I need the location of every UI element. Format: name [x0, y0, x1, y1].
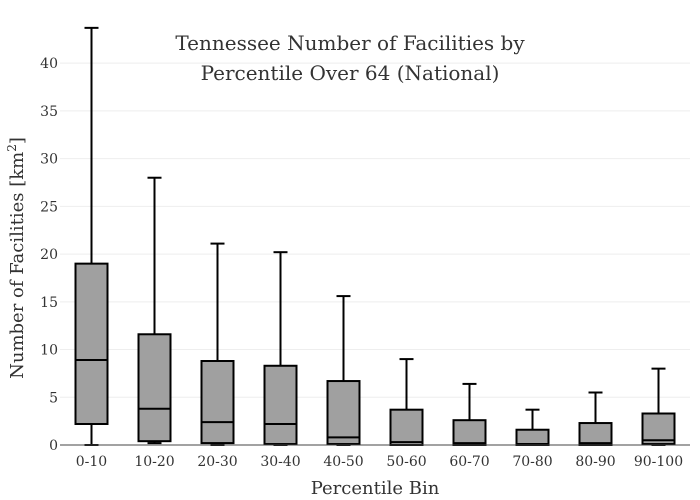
iqr-box: [452, 419, 487, 447]
box-70-80: [515, 408, 550, 446]
y-axis-title: Number of Facilities [km2]: [5, 137, 28, 379]
y-tick-label: 0: [49, 438, 58, 454]
iqr-box: [263, 364, 298, 446]
y-axis-title-main: Number of Facilities [km: [7, 152, 28, 379]
y-tick-label: 5: [49, 390, 58, 406]
x-tick-label: 30-40: [260, 454, 300, 470]
box-80-90: [578, 391, 613, 446]
box-10-20: [137, 176, 172, 445]
y-axis-title-superscript: 2: [5, 144, 19, 152]
iqr-box: [515, 428, 550, 446]
y-tick-label: 10: [40, 343, 58, 359]
boxes-group: [74, 26, 676, 447]
box-40-50: [326, 295, 361, 446]
box-60-70: [452, 382, 487, 447]
x-axis-ticks: 0-10 10-20 20-30 30-40 40-50 50-60 60-70 70-80 8…: [76, 454, 683, 470]
box-50-60: [389, 358, 424, 447]
y-axis-ticks: 0 5 10 15 20 25 30 35 40: [40, 56, 58, 454]
box-90-100: [641, 367, 676, 446]
iqr-box: [74, 262, 109, 425]
x-axis-title: Percentile Bin: [311, 478, 440, 499]
iqr-box: [578, 422, 613, 446]
y-tick-label: 40: [40, 56, 58, 72]
x-tick-label: 50-60: [386, 454, 426, 470]
chart-title-line-1: Tennessee Number of Facilities by: [175, 31, 525, 55]
box-20-30: [200, 242, 235, 446]
x-tick-label: 60-70: [449, 454, 489, 470]
iqr-box: [200, 360, 235, 445]
iqr-box: [641, 412, 676, 446]
box-0-10: [74, 26, 109, 446]
x-tick-label: 70-80: [512, 454, 552, 470]
y-tick-label: 35: [40, 104, 58, 120]
y-tick-label: 15: [40, 295, 58, 311]
y-axis-title-end: ]: [7, 137, 28, 144]
box-30-40: [263, 251, 298, 446]
y-tick-label: 20: [40, 247, 58, 263]
y-tick-label: 30: [40, 152, 58, 168]
x-tick-label: 20-30: [197, 454, 237, 470]
chart-title-line-2: Percentile Over 64 (National): [201, 61, 500, 85]
iqr-box: [389, 408, 424, 447]
x-tick-label: 0-10: [76, 454, 107, 470]
iqr-box: [137, 333, 172, 443]
y-tick-label: 25: [40, 199, 58, 215]
x-tick-label: 10-20: [134, 454, 174, 470]
x-tick-label: 90-100: [634, 454, 683, 470]
iqr-box: [326, 380, 361, 446]
x-tick-label: 80-90: [575, 454, 615, 470]
x-tick-label: 40-50: [323, 454, 363, 470]
